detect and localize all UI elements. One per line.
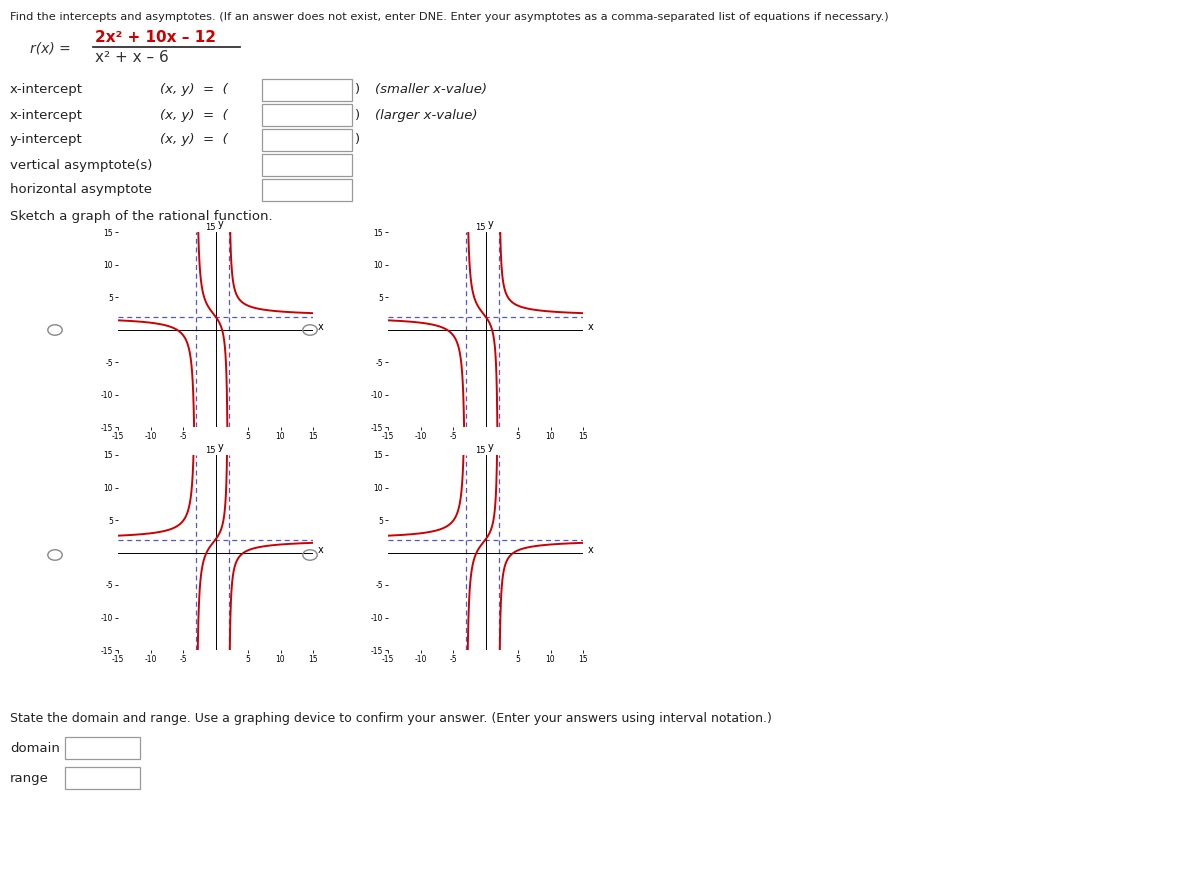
Text: ): ) bbox=[355, 84, 360, 97]
Text: Find the intercepts and asymptotes. (If an answer does not exist, enter DNE. Ent: Find the intercepts and asymptotes. (If … bbox=[10, 12, 889, 22]
Text: (smaller x-value): (smaller x-value) bbox=[374, 84, 487, 97]
Text: r(x) =: r(x) = bbox=[30, 41, 71, 55]
Bar bbox=[262, 79, 352, 101]
Text: 2x² + 10x – 12: 2x² + 10x – 12 bbox=[95, 30, 216, 45]
Text: 15: 15 bbox=[205, 446, 216, 455]
Bar bbox=[262, 129, 352, 151]
Text: Sketch a graph of the rational function.: Sketch a graph of the rational function. bbox=[10, 210, 272, 222]
Text: vertical asymptote(s): vertical asymptote(s) bbox=[10, 159, 152, 172]
Text: (x, y)  =  (: (x, y) = ( bbox=[160, 133, 228, 146]
Text: y: y bbox=[218, 219, 224, 229]
Text: (x, y)  =  (: (x, y) = ( bbox=[160, 109, 228, 121]
Text: y: y bbox=[218, 442, 224, 452]
Text: ): ) bbox=[355, 133, 360, 146]
Text: y: y bbox=[488, 219, 494, 229]
Bar bbox=[262, 154, 352, 176]
Text: x-intercept: x-intercept bbox=[10, 109, 83, 121]
Bar bbox=[262, 179, 352, 201]
Bar bbox=[262, 104, 352, 126]
Text: x: x bbox=[318, 545, 324, 555]
Text: x: x bbox=[588, 545, 594, 555]
Text: 15: 15 bbox=[205, 223, 216, 232]
Text: x: x bbox=[318, 322, 324, 332]
Text: y: y bbox=[488, 442, 494, 452]
Text: (x, y)  =  (: (x, y) = ( bbox=[160, 84, 228, 97]
Text: domain: domain bbox=[10, 741, 60, 754]
Text: (larger x-value): (larger x-value) bbox=[374, 109, 478, 121]
Text: ): ) bbox=[355, 109, 360, 121]
Text: x: x bbox=[588, 322, 594, 332]
Text: horizontal asymptote: horizontal asymptote bbox=[10, 184, 152, 197]
Text: range: range bbox=[10, 772, 49, 785]
Bar bbox=[65, 737, 140, 759]
Text: x-intercept: x-intercept bbox=[10, 84, 83, 97]
Text: 15: 15 bbox=[475, 446, 486, 455]
Text: 15: 15 bbox=[475, 223, 486, 232]
Bar bbox=[65, 767, 140, 789]
Text: State the domain and range. Use a graphing device to confirm your answer. (Enter: State the domain and range. Use a graphi… bbox=[10, 712, 772, 725]
Text: x² + x – 6: x² + x – 6 bbox=[95, 50, 169, 64]
Text: y-intercept: y-intercept bbox=[10, 133, 83, 146]
